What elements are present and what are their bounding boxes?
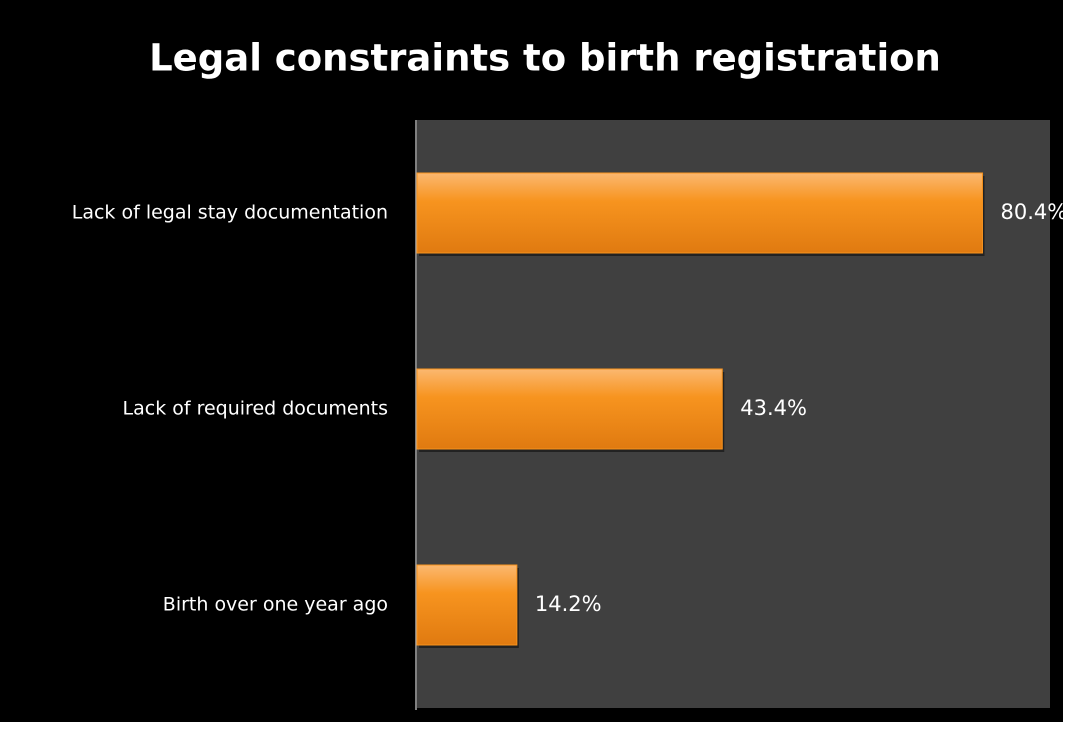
- value-label: 14.2%: [535, 592, 602, 616]
- category-label: Lack of required documents: [123, 398, 388, 420]
- bar: [416, 564, 518, 646]
- value-label: 80.4%: [1000, 200, 1067, 224]
- bar: [416, 368, 723, 450]
- value-label: 43.4%: [740, 396, 807, 420]
- category-label: Birth over one year ago: [163, 594, 388, 616]
- bar: [416, 172, 983, 254]
- category-label: Lack of legal stay documentation: [72, 202, 388, 224]
- chart-title: Legal constraints to birth registration: [149, 37, 941, 80]
